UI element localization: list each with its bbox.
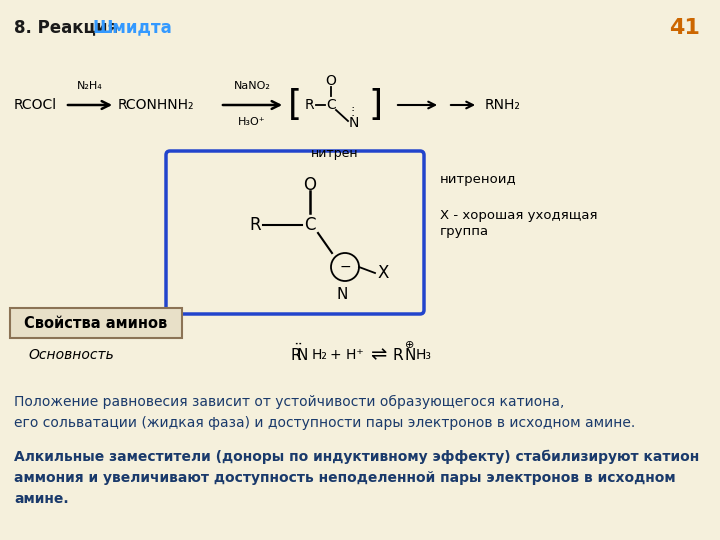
Text: H₃: H₃	[416, 348, 432, 362]
Text: ⇌: ⇌	[370, 346, 387, 365]
Text: C: C	[326, 98, 336, 112]
Text: [: [	[288, 88, 302, 122]
FancyArrowPatch shape	[282, 241, 312, 255]
Text: R: R	[249, 216, 261, 234]
Text: Алкильные заместители (доноры по индуктивному эффекту) стабилизируют катион
аммо: Алкильные заместители (доноры по индукти…	[14, 450, 699, 505]
Text: группа: группа	[440, 226, 489, 239]
Text: Положение равновесия зависит от устойчивости образующегося катиона,
его сольвата: Положение равновесия зависит от устойчив…	[14, 395, 635, 430]
Text: R: R	[290, 348, 301, 362]
Text: Шмидта: Шмидта	[93, 18, 173, 36]
Text: R: R	[305, 98, 315, 112]
Text: + H⁺: + H⁺	[330, 348, 364, 362]
Text: O: O	[304, 176, 317, 194]
Text: Свойства аминов: Свойства аминов	[24, 315, 168, 330]
Text: X - хорошая уходящая: X - хорошая уходящая	[440, 208, 598, 221]
Text: Основность: Основность	[28, 348, 114, 362]
Text: N: N	[297, 348, 307, 362]
Text: нитреноид: нитреноид	[440, 173, 517, 186]
FancyBboxPatch shape	[166, 151, 424, 314]
Text: C: C	[305, 216, 316, 234]
FancyBboxPatch shape	[10, 308, 182, 338]
Text: H₃O⁺: H₃O⁺	[238, 117, 266, 127]
Text: N₂H₄: N₂H₄	[77, 81, 103, 91]
Text: O: O	[325, 74, 336, 88]
Text: RCONHNH₂: RCONHNH₂	[118, 98, 194, 112]
Text: нитрен: нитрен	[311, 147, 359, 160]
Text: X: X	[377, 264, 389, 282]
Text: RCOCl: RCOCl	[14, 98, 57, 112]
Text: 41: 41	[669, 18, 700, 38]
Text: :̇: :̇	[351, 106, 355, 119]
Text: R: R	[392, 348, 402, 362]
Text: N: N	[349, 116, 359, 130]
Text: ]: ]	[368, 88, 382, 122]
Text: N: N	[404, 348, 415, 362]
Text: NaNO₂: NaNO₂	[233, 81, 271, 91]
Text: ⊕: ⊕	[405, 340, 415, 350]
Text: RNH₂: RNH₂	[485, 98, 521, 112]
Text: 8. Реакция: 8. Реакция	[14, 18, 124, 36]
FancyArrowPatch shape	[360, 245, 366, 256]
Text: H₂: H₂	[312, 348, 328, 362]
Text: −: −	[339, 260, 351, 274]
Text: N: N	[336, 287, 348, 302]
